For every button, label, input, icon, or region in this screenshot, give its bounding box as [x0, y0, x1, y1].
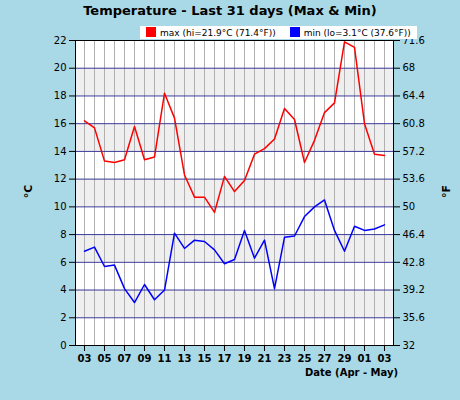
svg-text:03: 03	[378, 353, 392, 364]
svg-text:14: 14	[54, 146, 67, 157]
svg-text:6: 6	[60, 257, 66, 268]
svg-text:22: 22	[54, 35, 67, 46]
svg-text:64.4: 64.4	[403, 90, 425, 101]
svg-text:12: 12	[54, 173, 67, 184]
html-text:Temperature - Last 31 days (Ma: Temperature - Last 31 days (Max & Min)	[83, 3, 377, 18]
svg-text:07: 07	[118, 353, 132, 364]
svg-text:27: 27	[318, 353, 332, 364]
svg-text:8: 8	[60, 229, 66, 240]
svg-text:35.6: 35.6	[403, 312, 425, 323]
svg-text:01: 01	[358, 353, 372, 364]
svg-text:23: 23	[278, 353, 292, 364]
svg-text:53.6: 53.6	[403, 173, 425, 184]
svg-text:29: 29	[338, 353, 352, 364]
html-text:°C: °C	[22, 184, 36, 199]
svg-text:05: 05	[98, 353, 112, 364]
svg-text:0: 0	[60, 340, 66, 351]
html-text:Date (Apr - May): Date (Apr - May)	[305, 367, 399, 378]
svg-text:68: 68	[403, 62, 416, 73]
svg-text:13: 13	[178, 353, 192, 364]
html-text:°F: °F	[440, 185, 453, 198]
svg-text:15: 15	[198, 353, 212, 364]
svg-text:57.2: 57.2	[403, 146, 425, 157]
svg-text:16: 16	[54, 118, 67, 129]
svg-text:09: 09	[138, 353, 152, 364]
svg-text:21: 21	[258, 353, 272, 364]
svg-text:18: 18	[54, 90, 67, 101]
svg-text:60.8: 60.8	[403, 118, 425, 129]
svg-text:19: 19	[238, 353, 252, 364]
svg-text:32: 32	[403, 340, 416, 351]
svg-text:10: 10	[54, 201, 67, 212]
html-text:min (lo=3.1°C (37.6°F)): min (lo=3.1°C (37.6°F))	[303, 28, 411, 38]
svg-text:17: 17	[218, 353, 232, 364]
svg-text:42.8: 42.8	[403, 257, 425, 268]
svg-text:03: 03	[78, 353, 92, 364]
svg-text:11: 11	[158, 353, 172, 364]
svg-text:20: 20	[54, 62, 67, 73]
svg-text:50: 50	[403, 201, 416, 212]
svg-text:46.4: 46.4	[403, 229, 425, 240]
svg-text:2: 2	[60, 312, 66, 323]
svg-text:39.2: 39.2	[403, 284, 425, 295]
svg-text:71.6: 71.6	[402, 34, 425, 46]
svg-text:4: 4	[60, 284, 66, 295]
svg-text:25: 25	[298, 353, 312, 364]
html-text:max (hi=21.9°C (71.4°F)): max (hi=21.9°C (71.4°F))	[160, 28, 276, 38]
